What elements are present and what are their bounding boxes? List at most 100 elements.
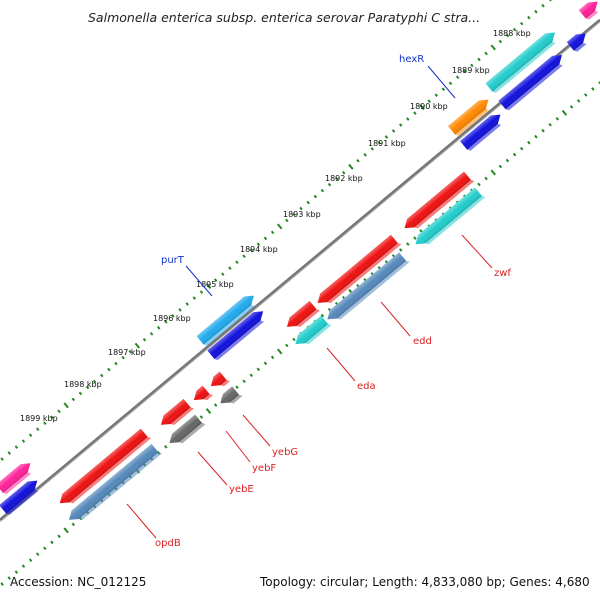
gene-label-yebG[interactable]: yebG [272, 447, 298, 458]
inner-ruler-tick [256, 367, 261, 372]
edd-leader [380, 301, 411, 337]
inner-ruler-tick [235, 385, 239, 389]
outer-ruler-tick [185, 302, 189, 306]
gene-arrow-gray-2[interactable] [166, 413, 206, 449]
outer-ruler-tick [363, 153, 367, 157]
inner-ruler-tick [569, 105, 574, 109]
gene-arrow-steelblue-1[interactable] [324, 251, 410, 326]
tick-label-1898: 1898 kbp [64, 380, 102, 389]
inner-ruler-tick [242, 379, 246, 384]
gene-arrow-edd[interactable] [314, 233, 402, 309]
gene-arrow-zwf[interactable] [401, 170, 475, 235]
gene-arrow-steelblue-2[interactable] [65, 443, 162, 527]
outer-ruler-tick [114, 361, 118, 366]
gene-arrow-blue-upper-5[interactable] [0, 476, 43, 516]
outer-ruler-tick [419, 104, 425, 111]
outer-ruler-tick [14, 445, 19, 449]
outer-ruler-tick [263, 236, 268, 241]
gene-arrow-magenta-upper-0[interactable] [578, 0, 600, 21]
outer-ruler-tick [149, 331, 154, 336]
outer-ruler-tick [348, 163, 354, 170]
outer-ruler-tick [134, 342, 141, 349]
tick-label-1895: 1895 kbp [196, 280, 234, 289]
outer-ruler-tick [128, 349, 132, 354]
map-title: Salmonella enterica subsp. enterica sero… [88, 10, 481, 25]
outer-ruler-tick [121, 355, 125, 360]
outer-ruler-tick [0, 457, 4, 461]
outer-ruler-tick [213, 278, 218, 282]
gene-arrow-blue-upper-0[interactable] [566, 29, 591, 53]
genome-backbone [0, 18, 600, 522]
gene-label-edd[interactable]: edd [413, 336, 432, 347]
outer-ruler-tick [178, 308, 182, 312]
gene-label-purT[interactable]: purT [161, 255, 185, 266]
inner-ruler-tick [406, 242, 410, 246]
outer-ruler-tick [519, 21, 524, 26]
outer-ruler-tick [21, 439, 26, 443]
gene-arrow-hexR[interactable] [448, 95, 494, 136]
outer-ruler-tick [413, 111, 417, 115]
inner-ruler-tick [527, 140, 531, 145]
outer-ruler-tick [455, 75, 460, 80]
inner-ruler-tick [7, 576, 11, 580]
purT-leader [185, 265, 213, 297]
outer-ruler-tick [370, 147, 374, 151]
outer-ruler-tick [221, 272, 225, 276]
outer-ruler-tick [235, 260, 239, 264]
outer-ruler-tick [92, 379, 97, 384]
gene-arrow-cyan-lower-1[interactable] [412, 186, 486, 251]
gene-arrow-blue-upper-3[interactable] [460, 110, 506, 151]
gene-label-yebF[interactable]: yebF [252, 463, 276, 474]
tick-label-1889: 1889 kbp [452, 66, 490, 75]
outer-ruler-tick [327, 182, 332, 187]
inner-ruler-tick [0, 582, 4, 586]
gene-arrow-blue-upper-2[interactable] [498, 51, 568, 112]
outer-ruler-tick [156, 326, 161, 330]
gene-arrow-yebF[interactable] [190, 384, 214, 406]
outer-ruler-tick [377, 141, 382, 145]
outer-ruler-tick [171, 314, 175, 318]
gene-arrow-cyan-upper-1[interactable] [485, 28, 560, 94]
outer-ruler-tick [313, 194, 318, 199]
gene-arrow-cyan-lower-2[interactable] [292, 314, 332, 350]
gene-arrow-blue-upper-4[interactable] [207, 307, 268, 361]
gene-label-yebE[interactable]: yebE [229, 484, 254, 495]
outer-ruler-tick [384, 135, 389, 139]
inner-ruler-tick [512, 152, 517, 157]
gene-arrow-purT[interactable] [196, 291, 260, 347]
gene-label-zwf[interactable]: zwf [494, 268, 511, 279]
outer-ruler-tick [78, 391, 83, 396]
inner-ruler-tick [555, 116, 560, 121]
gene-label-hexR[interactable]: hexR [399, 54, 424, 65]
outer-ruler-tick [50, 415, 54, 420]
outer-ruler-tick [35, 427, 40, 432]
yebE-leader [197, 451, 228, 486]
gene-arrow-magenta-upper-1[interactable] [0, 459, 36, 495]
outer-ruler-tick [7, 451, 11, 455]
tick-label-1893: 1893 kbp [283, 210, 321, 219]
tick-label-1890: 1890 kbp [410, 102, 448, 111]
inner-ruler-tick [576, 99, 581, 103]
gene-arrow-gray-1[interactable] [217, 385, 243, 410]
gene-label-eda[interactable]: eda [357, 381, 376, 392]
outer-ruler-tick [28, 433, 33, 437]
outer-ruler-tick [242, 254, 246, 259]
inner-ruler-tick [519, 146, 524, 151]
zwf-leader [461, 234, 493, 269]
inner-ruler-tick [71, 522, 76, 527]
inner-ruler-tick [561, 109, 568, 116]
gene-label-opdB[interactable]: opdB [155, 538, 181, 549]
outer-ruler-tick [306, 200, 310, 205]
inner-ruler-tick [28, 558, 33, 562]
outer-ruler-tick [270, 230, 275, 235]
kbp-tick-labels: 1888 kbp 1889 kbp 1890 kbp 1891 kbp 1892… [20, 29, 531, 423]
gene-arrow-yebG[interactable] [207, 370, 231, 392]
outer-ruler-tick [192, 296, 197, 300]
outer-ruler-tick [448, 81, 453, 86]
inner-ruler-tick [541, 128, 545, 133]
gene-arrow-opdB[interactable] [56, 427, 152, 509]
gene-arrow-eda[interactable] [283, 300, 321, 334]
gene-arrow-yebE[interactable] [157, 398, 195, 432]
inner-ruler-tick [548, 122, 552, 127]
